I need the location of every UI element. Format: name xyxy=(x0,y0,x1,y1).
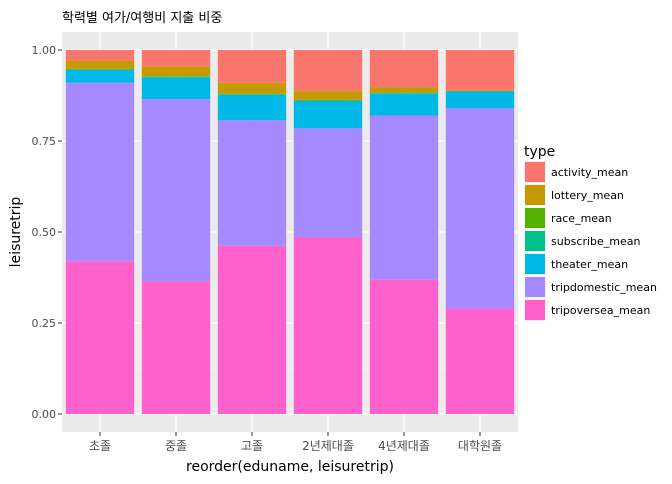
bar-segment-tripoversea-mean xyxy=(370,279,438,414)
bar-segment-race-mean xyxy=(218,94,286,95)
legend-title: type xyxy=(524,144,555,160)
bar-segment-race-mean xyxy=(142,76,210,77)
legend-label: lottery_mean xyxy=(551,189,624,202)
y-axis: 0.00 0.25 0.50 0.75 1.00 xyxy=(32,44,63,421)
bar-segment-tripoversea-mean xyxy=(218,246,286,414)
legend-label: tripoversea_mean xyxy=(551,304,650,317)
legend-label: activity_mean xyxy=(551,166,628,179)
bar-segment-lottery-mean xyxy=(218,83,286,94)
bar-segment-lottery-mean xyxy=(142,66,210,76)
bar-segment-theater-mean xyxy=(218,95,286,120)
y-tick-label: 0.75 xyxy=(32,135,57,148)
bar-segment-theater-mean xyxy=(142,77,210,99)
x-tick-label: 고졸 xyxy=(241,439,263,453)
legend-swatch xyxy=(525,277,545,297)
bar-segment-race-mean xyxy=(446,91,514,92)
bar-segment-lottery-mean xyxy=(294,91,362,100)
bar-segment-lottery-mean xyxy=(66,61,134,69)
bar-segment-tripdomestic-mean xyxy=(370,116,438,280)
legend-swatch xyxy=(525,208,545,228)
bar-segment-tripdomestic-mean xyxy=(218,120,286,246)
bar-segment-tripoversea-mean xyxy=(66,261,134,414)
bar-segment-activity-mean xyxy=(66,50,134,61)
legend-swatch xyxy=(525,231,545,251)
bar-segment-tripoversea-mean xyxy=(142,281,210,414)
legend-swatch xyxy=(525,300,545,320)
x-tick-label: 대학원졸 xyxy=(458,439,502,453)
bar-segment-theater-mean xyxy=(446,92,514,108)
bar-segment-activity-mean xyxy=(142,50,210,66)
bar-segment-tripdomestic-mean xyxy=(446,108,514,308)
bar-segment-tripdomestic-mean xyxy=(66,83,134,261)
legend-swatch xyxy=(525,254,545,274)
bar-segment-tripoversea-mean xyxy=(446,308,514,414)
x-tick-label: 2년제대졸 xyxy=(302,439,354,453)
bar-segment-activity-mean xyxy=(294,50,362,91)
x-axis-title: reorder(eduname, leisuretrip) xyxy=(186,459,394,475)
bar-segment-tripoversea-mean xyxy=(294,237,362,414)
y-tick-label: 1.00 xyxy=(32,44,57,57)
legend-label: race_mean xyxy=(551,212,612,225)
bar-segment-activity-mean xyxy=(218,50,286,83)
legend-swatch xyxy=(525,185,545,205)
bar-segment-race-mean xyxy=(294,100,362,101)
legend-swatch xyxy=(525,162,545,182)
legend-label: tripdomestic_mean xyxy=(551,281,657,294)
bar-segment-theater-mean xyxy=(66,70,134,83)
x-tick-label: 초졸 xyxy=(89,439,111,453)
y-axis-title: leisuretrip xyxy=(8,197,24,268)
bar-segment-race-mean xyxy=(66,69,134,70)
bar-segment-race-mean xyxy=(370,93,438,94)
bar-segment-tripdomestic-mean xyxy=(294,128,362,237)
bar-segment-tripdomestic-mean xyxy=(142,99,210,281)
bar-segment-theater-mean xyxy=(370,94,438,116)
bar-segment-lottery-mean xyxy=(370,87,438,92)
bar-segment-activity-mean xyxy=(370,50,438,87)
legend-label: subscribe_mean xyxy=(551,235,641,248)
x-tick-label: 4년제대졸 xyxy=(378,439,430,453)
y-tick-label: 0.25 xyxy=(32,317,57,330)
chart-title: 학력별 여가/여행비 지출 비중 xyxy=(62,10,222,26)
bar-segment-theater-mean xyxy=(294,101,362,128)
bar-segment-activity-mean xyxy=(446,50,514,91)
x-axis: 초졸 중졸 고졸 2년제대졸 4년제대졸 대학원졸 xyxy=(89,432,502,453)
x-tick-label: 중졸 xyxy=(165,439,187,453)
y-tick-label: 0.00 xyxy=(32,408,57,421)
y-tick-label: 0.50 xyxy=(32,226,57,239)
legend: type activity_mean lottery_mean race_means… xyxy=(524,144,657,321)
legend-label: theater_mean xyxy=(551,258,628,271)
